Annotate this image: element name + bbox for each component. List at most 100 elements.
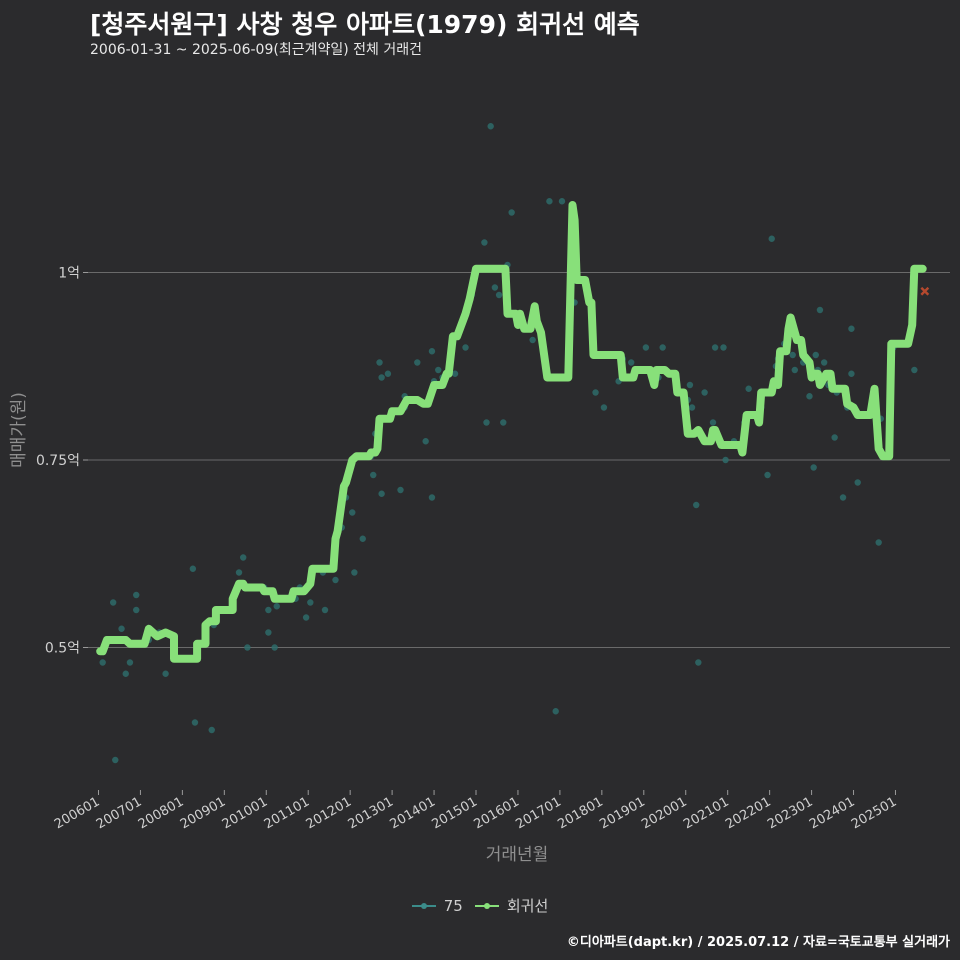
scatter-point xyxy=(508,209,515,216)
scatter-point xyxy=(162,670,169,677)
scatter-point xyxy=(414,359,421,366)
scatter-point xyxy=(302,614,310,621)
scatter-point xyxy=(693,501,700,509)
legend-label-regression: 회귀선 xyxy=(506,897,549,915)
scatter-layer xyxy=(99,123,918,764)
x-tick-label: 201801 xyxy=(555,794,605,832)
x-tick-label: 201901 xyxy=(597,794,647,832)
scatter-point xyxy=(711,344,719,351)
scatter-point xyxy=(428,494,436,501)
x-tick-label: 201201 xyxy=(304,794,354,832)
y-axis-title: 매매가(원) xyxy=(9,392,29,468)
legend-item-regression: 회귀선 xyxy=(474,895,549,916)
scatter-point xyxy=(483,419,490,426)
regression-line xyxy=(96,201,927,663)
scatter-point xyxy=(428,348,436,355)
x-tick-label: 201301 xyxy=(346,794,396,832)
scatter-point xyxy=(376,359,383,366)
x-tick-label: 201501 xyxy=(430,794,480,832)
chart-subtitle: 2006-01-31 ~ 2025-06-09(최근계약일) 전체 거래건 xyxy=(90,42,422,58)
scatter-point xyxy=(265,606,272,614)
scatter-point xyxy=(481,239,488,246)
scatter-point xyxy=(709,419,717,426)
scatter-point xyxy=(500,419,507,426)
x-tick-label: 201101 xyxy=(262,794,312,832)
x-tick-label: 201001 xyxy=(220,794,270,832)
chart-legend: 75 회귀선 xyxy=(0,895,960,916)
x-tick-label: 201601 xyxy=(471,794,521,832)
scatter-point xyxy=(695,659,702,666)
scatter-point xyxy=(546,198,553,205)
scatter-point xyxy=(722,456,729,464)
scatter-point xyxy=(745,385,752,392)
scatter-point xyxy=(208,726,215,734)
scatter-point xyxy=(491,284,499,291)
scatter-point xyxy=(112,756,119,764)
x-tick-label: 202401 xyxy=(807,794,857,832)
prediction-stroke-b xyxy=(920,286,930,296)
x-tick-label: 200801 xyxy=(136,794,186,832)
scatter-point xyxy=(191,719,199,726)
scatter-point xyxy=(122,670,129,677)
scatter-point xyxy=(806,393,813,400)
prediction-marker xyxy=(920,286,930,296)
scatter-point xyxy=(332,576,339,584)
scatter-point xyxy=(816,306,824,314)
x-tick-label: 202501 xyxy=(849,794,899,832)
scatter-point xyxy=(848,370,855,377)
scatter-point xyxy=(875,539,882,546)
x-tick-label: 201401 xyxy=(388,794,438,832)
scatter-point xyxy=(244,644,251,651)
scatter-point xyxy=(810,464,817,471)
scatter-point xyxy=(848,325,855,332)
scatter-point xyxy=(495,291,503,299)
x-tick-label: 202101 xyxy=(681,794,731,832)
x-axis-title: 거래년월 xyxy=(486,845,549,865)
scatter-point xyxy=(911,366,918,374)
scatter-point xyxy=(378,374,385,381)
source-footer: ©디아파트(dapt.kr) / 2025.07.12 / 자료=국토교통부 실… xyxy=(566,935,950,950)
scatter-point xyxy=(133,606,140,614)
scatter-point xyxy=(359,535,366,542)
x-tick-label: 202201 xyxy=(723,794,773,832)
scatter-point xyxy=(854,479,861,486)
scatter-point xyxy=(720,344,727,351)
scatter-point xyxy=(133,591,140,599)
scatter-point xyxy=(839,494,847,501)
scatter-point xyxy=(812,351,819,359)
regression-layer xyxy=(96,201,927,663)
scatter-point xyxy=(686,381,694,389)
y-tick-label: 0.5억 xyxy=(45,641,80,657)
scatter-point xyxy=(265,629,272,636)
scatter-point xyxy=(701,389,708,396)
scatter-point xyxy=(189,565,197,572)
legend-item-75: 75 xyxy=(411,896,463,916)
scatter-point xyxy=(109,599,117,606)
scatter-point xyxy=(642,344,650,351)
scatter-point xyxy=(240,554,247,561)
x-tick-label: 201701 xyxy=(513,794,563,832)
legend-key-regression xyxy=(474,896,499,916)
x-tick-label: 202001 xyxy=(639,794,689,832)
prediction-layer xyxy=(920,286,930,296)
scatter-point xyxy=(307,599,314,606)
grid-layer xyxy=(88,272,950,648)
scatter-point xyxy=(378,490,385,497)
scatter-point xyxy=(321,606,329,614)
y-tick-label: 0.75억 xyxy=(36,453,80,469)
scatter-point xyxy=(451,370,459,377)
x-tick-label: 202301 xyxy=(765,794,815,832)
scatter-point xyxy=(768,235,775,242)
scatter-point xyxy=(126,659,134,666)
scatter-point xyxy=(558,198,566,205)
chart-title: [청주서원구] 사창 청우 아파트(1979) 회귀선 예측 xyxy=(90,10,640,39)
scatter-point xyxy=(552,708,559,715)
scatter-point xyxy=(628,359,635,366)
legend-key-75 xyxy=(411,896,436,916)
scatter-point xyxy=(422,438,429,445)
x-tick-label: 200601 xyxy=(52,794,102,832)
legend-label-75: 75 xyxy=(443,896,463,915)
scatter-point xyxy=(789,351,796,359)
x-tick-label: 200701 xyxy=(94,794,144,832)
